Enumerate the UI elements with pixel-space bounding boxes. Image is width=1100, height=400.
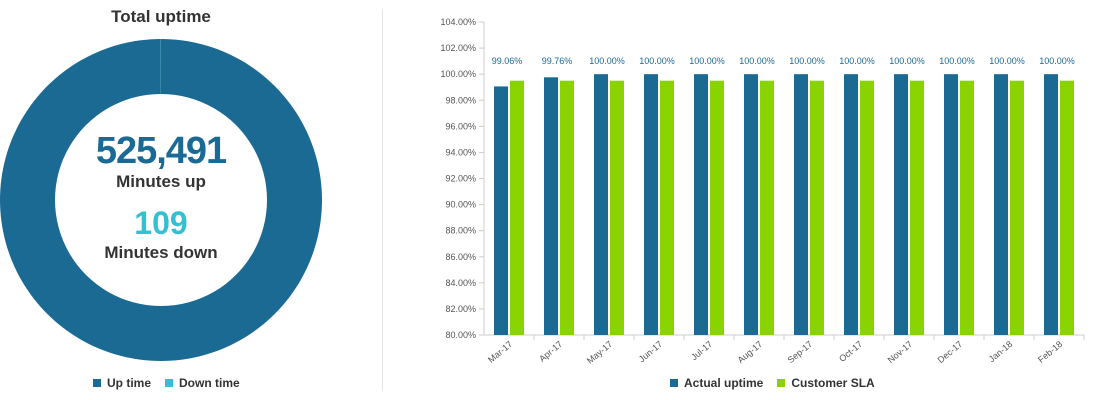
panel-divider (382, 10, 383, 390)
bar-actual-uptime[interactable] (944, 74, 958, 336)
legend-label-down-time: Down time (179, 376, 240, 390)
x-tick-label: Dec-17 (936, 339, 965, 365)
data-label-actual-uptime: 100.00% (589, 56, 625, 66)
data-label-actual-uptime: 100.00% (739, 56, 775, 66)
y-tick-label: 88.00% (445, 226, 476, 236)
bar-customer-sla[interactable] (910, 80, 924, 335)
down-time-swatch (165, 379, 174, 387)
minutes-up-value: 525,491 (95, 130, 227, 172)
y-tick-label: 82.00% (445, 304, 476, 314)
legend-label-up-time: Up time (107, 376, 152, 390)
donut-legend: Up time Down time (93, 376, 254, 390)
y-tick-label: 90.00% (445, 200, 476, 210)
bar-actual-uptime[interactable] (844, 74, 858, 336)
legend-label-customer-sla: Customer SLA (791, 376, 875, 390)
minutes-down-label: Minutes down (104, 243, 218, 262)
bar-actual-uptime[interactable] (644, 74, 658, 336)
data-label-actual-uptime: 99.76% (542, 56, 573, 66)
legend-item-customer-sla[interactable]: Customer SLA (777, 376, 875, 390)
donut-title: Total uptime (111, 7, 211, 26)
y-tick-label: 86.00% (445, 252, 476, 262)
x-tick-label: Jan-18 (987, 339, 1015, 364)
data-label-actual-uptime: 100.00% (1039, 56, 1075, 66)
bar-actual-uptime[interactable] (744, 74, 758, 336)
bar-actual-uptime[interactable] (994, 74, 1008, 336)
x-tick-label: Aug-17 (736, 339, 765, 365)
y-tick-label: 94.00% (445, 147, 476, 157)
y-tick-label: 96.00% (445, 121, 476, 131)
x-tick-label: Sep-17 (786, 339, 815, 365)
data-label-actual-uptime: 100.00% (839, 56, 875, 66)
bar-actual-uptime[interactable] (894, 74, 908, 336)
x-tick-label: Jun-17 (637, 339, 665, 364)
bar-customer-sla[interactable] (860, 80, 874, 335)
bar-actual-uptime[interactable] (494, 86, 508, 335)
legend-label-actual-uptime: Actual uptime (684, 376, 764, 390)
minutes-down-value: 109 (134, 205, 188, 241)
bar-customer-sla[interactable] (660, 80, 674, 335)
legend-item-actual-uptime[interactable]: Actual uptime (670, 376, 763, 390)
y-tick-label: 80.00% (445, 330, 476, 340)
x-tick-label: Jul-17 (689, 339, 714, 362)
x-tick-label: Nov-17 (886, 339, 915, 365)
data-label-actual-uptime: 100.00% (639, 56, 675, 66)
data-label-actual-uptime: 100.00% (889, 56, 925, 66)
legend-item-up-time[interactable]: Up time (93, 376, 151, 390)
y-tick-label: 98.00% (445, 95, 476, 105)
y-tick-label: 104.00% (440, 17, 476, 27)
bar-customer-sla[interactable] (610, 80, 624, 335)
bar-customer-sla[interactable] (760, 80, 774, 335)
bar-customer-sla[interactable] (1060, 80, 1074, 335)
customer-sla-swatch (777, 379, 786, 387)
bar-customer-sla[interactable] (810, 80, 824, 335)
x-tick-label: Oct-17 (837, 339, 864, 364)
x-tick-label: Apr-17 (537, 339, 564, 364)
y-tick-label: 102.00% (440, 43, 476, 53)
donut-slice-up-time[interactable] (0, 39, 323, 361)
donut-chart (0, 39, 323, 361)
bar-actual-uptime[interactable] (544, 77, 558, 336)
data-label-actual-uptime: 100.00% (939, 56, 975, 66)
bar-actual-uptime[interactable] (1044, 74, 1058, 336)
bar-actual-uptime[interactable] (694, 74, 708, 336)
up-time-swatch (93, 379, 101, 387)
bar-customer-sla[interactable] (710, 80, 724, 335)
x-tick-label: Feb-18 (1036, 339, 1064, 365)
x-tick-label: May-17 (585, 339, 614, 366)
y-tick-label: 92.00% (445, 174, 476, 184)
donut-panel: Total uptime 525,491 Minutes up 109 Minu… (0, 0, 380, 400)
legend-item-down-time[interactable]: Down time (165, 376, 240, 390)
data-label-actual-uptime: 100.00% (689, 56, 725, 66)
bar-actual-uptime[interactable] (794, 74, 808, 336)
bar-customer-sla[interactable] (960, 80, 974, 335)
bar-legend: Actual uptime Customer SLA (670, 376, 889, 390)
bar-customer-sla[interactable] (510, 80, 524, 335)
data-label-actual-uptime: 100.00% (789, 56, 825, 66)
bar-actual-uptime[interactable] (594, 74, 608, 336)
bar-customer-sla[interactable] (1010, 80, 1024, 335)
y-tick-label: 100.00% (440, 69, 476, 79)
y-tick-label: 84.00% (445, 278, 476, 288)
actual-uptime-swatch (670, 379, 678, 387)
x-tick-label: Mar-17 (486, 339, 514, 365)
minutes-up-label: Minutes up (116, 172, 206, 191)
data-label-actual-uptime: 100.00% (989, 56, 1025, 66)
data-label-actual-uptime: 99.06% (492, 56, 523, 66)
bar-customer-sla[interactable] (560, 80, 574, 335)
